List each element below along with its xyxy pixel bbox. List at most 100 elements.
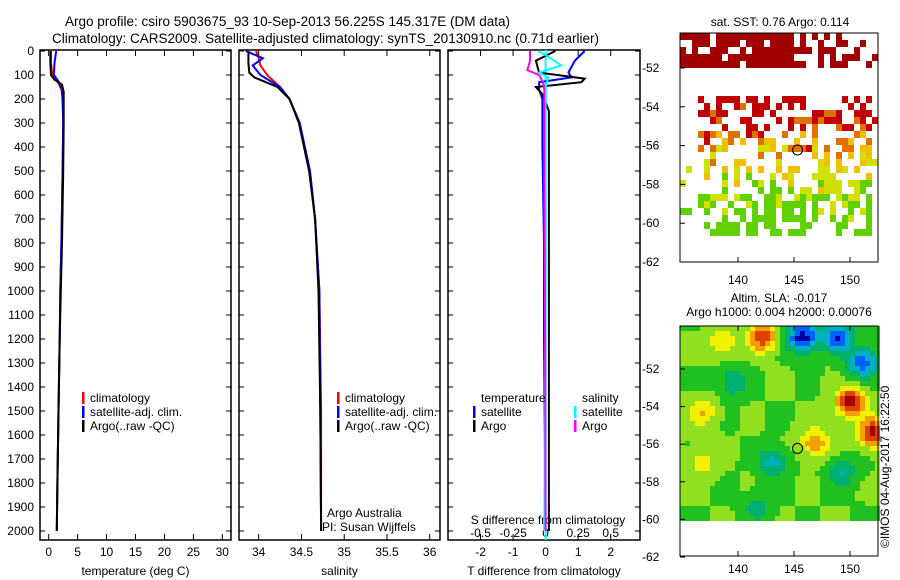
sla-cell bbox=[770, 426, 775, 431]
sla-cell bbox=[860, 516, 865, 521]
sst-cell bbox=[872, 159, 878, 166]
sst-cell bbox=[830, 201, 836, 208]
sst-cell bbox=[710, 110, 716, 117]
sst-cell bbox=[776, 159, 782, 166]
sla-cell bbox=[760, 471, 765, 476]
sla-cell bbox=[695, 451, 700, 456]
sst-cell bbox=[806, 145, 812, 152]
sla-cell bbox=[810, 381, 815, 386]
sla-cell bbox=[705, 496, 710, 501]
sst-cell bbox=[794, 61, 800, 68]
sla-cell bbox=[815, 361, 820, 366]
sst-cell bbox=[830, 61, 836, 68]
sla-cell bbox=[730, 331, 735, 336]
sla-cell bbox=[870, 411, 875, 416]
y-tick-label: 1800 bbox=[7, 476, 34, 490]
sla-cell bbox=[730, 466, 735, 471]
y-tick-label: 1600 bbox=[7, 428, 34, 442]
sla-cell bbox=[830, 461, 835, 466]
sla-cell bbox=[710, 336, 715, 341]
sla-cell bbox=[775, 511, 780, 516]
sla-cell bbox=[750, 476, 755, 481]
sst-cell bbox=[830, 47, 836, 54]
sst-cell bbox=[818, 110, 824, 117]
sst-cell bbox=[866, 215, 872, 222]
sla-cell bbox=[870, 451, 875, 456]
x-tick-label: 25 bbox=[187, 545, 201, 559]
sla-cell bbox=[760, 381, 765, 386]
sla-cell bbox=[695, 446, 700, 451]
sla-cell bbox=[855, 376, 860, 381]
sst-cell bbox=[848, 194, 854, 201]
sla-cell bbox=[820, 516, 825, 521]
sla-cell bbox=[710, 381, 715, 386]
sst-cell bbox=[788, 208, 794, 215]
sst-cell bbox=[734, 61, 740, 68]
sla-cell bbox=[705, 366, 710, 371]
sla-cell bbox=[820, 501, 825, 506]
sla-cell bbox=[800, 486, 805, 491]
sla-cell bbox=[695, 366, 700, 371]
sla-cell bbox=[685, 436, 690, 441]
sla-cell bbox=[860, 511, 865, 516]
sst-cell bbox=[746, 166, 752, 173]
sla-cell bbox=[740, 491, 745, 496]
sla-cell bbox=[735, 421, 740, 426]
sla-cell bbox=[685, 366, 690, 371]
sst-cell bbox=[866, 96, 872, 103]
sla-cell bbox=[840, 326, 845, 331]
sst-cell bbox=[704, 208, 710, 215]
sla-cell bbox=[735, 441, 740, 446]
sla-cell bbox=[755, 486, 760, 491]
sla-cell bbox=[690, 471, 695, 476]
sla-cell bbox=[750, 496, 755, 501]
sst-cell bbox=[716, 103, 722, 110]
sla-cell bbox=[755, 516, 760, 521]
sst-cell bbox=[830, 208, 836, 215]
sla-cell bbox=[830, 476, 835, 481]
sla-cell bbox=[740, 371, 745, 376]
sla-cell bbox=[745, 341, 750, 346]
sla-cell bbox=[750, 366, 755, 371]
sla-cell bbox=[810, 411, 815, 416]
sla-cell bbox=[685, 506, 690, 511]
sst-cell bbox=[704, 201, 710, 208]
sla-cell bbox=[755, 476, 760, 481]
sla-cell bbox=[815, 501, 820, 506]
sla-cell bbox=[845, 401, 850, 406]
sla-cell bbox=[775, 336, 780, 341]
sst-cell bbox=[842, 40, 848, 47]
sla-cell bbox=[690, 431, 695, 436]
sst-cell bbox=[740, 47, 746, 54]
sst-cell bbox=[698, 54, 704, 61]
sla-cell bbox=[820, 406, 825, 411]
sla-y-tick-label: -62 bbox=[642, 550, 660, 564]
sla-cell bbox=[745, 511, 750, 516]
sst-cell bbox=[770, 110, 776, 117]
sla-cell bbox=[840, 451, 845, 456]
sla-cell bbox=[855, 431, 860, 436]
sla-cell bbox=[715, 391, 720, 396]
sla-cell bbox=[710, 326, 715, 331]
sst-cell bbox=[818, 187, 824, 194]
sla-cell bbox=[800, 371, 805, 376]
sst-cell bbox=[734, 54, 740, 61]
sla-cell bbox=[870, 371, 875, 376]
sla-cell bbox=[820, 466, 825, 471]
sla-cell bbox=[765, 341, 770, 346]
sla-cell bbox=[860, 371, 865, 376]
sla-cell bbox=[750, 351, 755, 356]
sla-cell bbox=[830, 456, 835, 461]
sla-cell bbox=[765, 381, 770, 386]
sst-cell bbox=[752, 40, 758, 47]
sla-cell bbox=[815, 476, 820, 481]
sla-cell bbox=[835, 501, 840, 506]
sla-cell bbox=[870, 461, 875, 466]
sla-cell bbox=[685, 346, 690, 351]
sla-cell bbox=[785, 426, 790, 431]
sla-y-tick-label: -60 bbox=[642, 512, 660, 526]
sla-cell bbox=[735, 356, 740, 361]
y-tick-label: 1100 bbox=[8, 308, 34, 322]
sla-cell bbox=[765, 466, 770, 471]
sla-cell bbox=[780, 386, 785, 391]
